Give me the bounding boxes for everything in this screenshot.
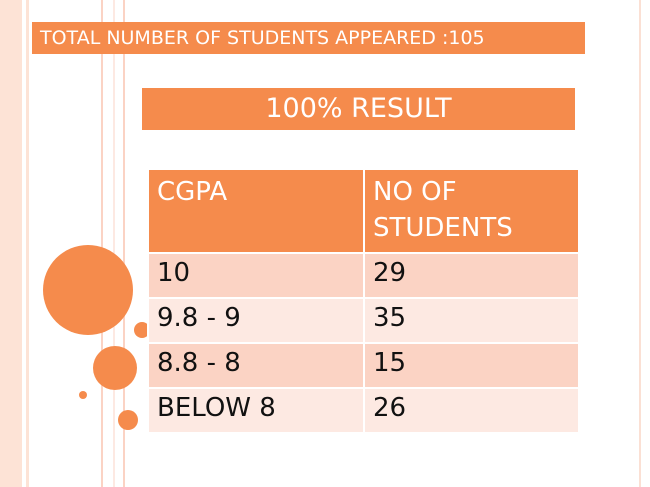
- circle: [93, 346, 137, 390]
- table-cell: 8.8 - 8: [147, 342, 365, 389]
- table-row: 10 29: [147, 252, 580, 299]
- circle: [118, 410, 138, 430]
- stripe: [26, 0, 29, 487]
- circle: [134, 322, 150, 338]
- table-cell: BELOW 8: [147, 387, 365, 434]
- table-cell: 10: [147, 252, 365, 299]
- table-cell: 26: [363, 387, 580, 434]
- table-row: BELOW 8 26: [147, 387, 580, 434]
- banner: 100% RESULT: [142, 88, 575, 130]
- column-header: NO OF STUDENTS: [363, 168, 580, 254]
- circle: [79, 391, 87, 399]
- column-header: CGPA: [147, 168, 365, 254]
- table-body: 10 29 9.8 - 9 35 8.8 - 8 15 BELOW 8 26: [147, 252, 580, 434]
- table-cell: 15: [363, 342, 580, 389]
- table-row: 9.8 - 9 35: [147, 297, 580, 344]
- circle: [43, 245, 133, 335]
- table-row: 8.8 - 8 15: [147, 342, 580, 389]
- table-cell: 35: [363, 297, 580, 344]
- header-row: CGPA NO OF STUDENTS: [147, 168, 580, 254]
- table-cell: 9.8 - 9: [147, 297, 365, 344]
- table-cell: 29: [363, 252, 580, 299]
- stripe: [0, 0, 22, 487]
- header-title: TOTAL NUMBER OF STUDENTS APPEARED :105: [32, 22, 585, 54]
